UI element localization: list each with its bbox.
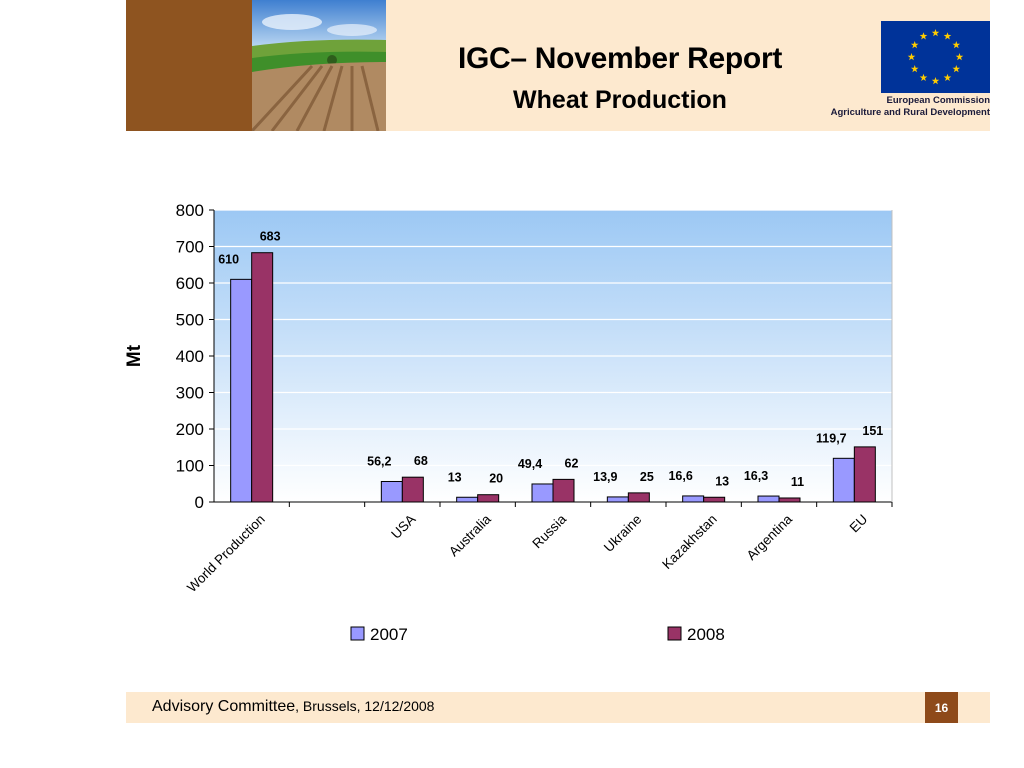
legend-label-2008: 2008 bbox=[687, 625, 725, 644]
data-label: 25 bbox=[640, 470, 654, 484]
eu-star bbox=[952, 41, 961, 49]
bar-2007-russia bbox=[531, 483, 554, 503]
footer-band bbox=[126, 692, 990, 723]
bar-2008-world-production bbox=[251, 252, 274, 503]
bar-2007-argentina bbox=[757, 495, 780, 503]
eu-star bbox=[943, 32, 952, 40]
eu-org-line1: European Commission bbox=[886, 95, 990, 106]
bar-2008-kazakhstan bbox=[703, 496, 726, 503]
data-label: 11 bbox=[791, 475, 804, 489]
y-tick-label: 100 bbox=[176, 457, 204, 476]
eu-star bbox=[919, 32, 928, 40]
bar-2008-ukraine bbox=[627, 492, 650, 503]
bar-2007-ukraine bbox=[606, 496, 629, 503]
bar-2008-eu bbox=[853, 446, 876, 503]
legend-label-2007: 2007 bbox=[370, 625, 408, 644]
y-tick-label: 300 bbox=[176, 384, 204, 403]
y-tick-label: 800 bbox=[176, 201, 204, 220]
y-tick-label: 400 bbox=[176, 347, 204, 366]
x-category-label: Russia bbox=[529, 511, 569, 551]
data-label: 151 bbox=[862, 424, 883, 438]
y-tick-label: 0 bbox=[195, 493, 204, 512]
footer-committee: Advisory Committee bbox=[152, 698, 296, 715]
eu-org-line2: Agriculture and Rural Development bbox=[830, 107, 990, 118]
x-category-label: Argentina bbox=[744, 511, 796, 563]
x-category-label: Ukraine bbox=[601, 512, 645, 556]
x-category-label: World Production bbox=[184, 512, 268, 596]
data-label: 610 bbox=[218, 252, 239, 266]
eu-star bbox=[931, 77, 940, 85]
data-label: 13 bbox=[715, 474, 729, 488]
data-label: 49,4 bbox=[518, 457, 542, 471]
y-tick-label: 700 bbox=[176, 238, 204, 257]
bar-2008-russia bbox=[552, 478, 575, 503]
data-label: 683 bbox=[260, 230, 281, 244]
page-number: 16 bbox=[925, 692, 958, 723]
header-photo-soil bbox=[126, 0, 252, 131]
legend-swatch-2007 bbox=[350, 626, 365, 641]
page-title: IGC– November Report bbox=[457, 42, 783, 75]
x-category-label: EU bbox=[847, 512, 871, 536]
x-category-label: Kazakhstan bbox=[659, 512, 719, 572]
data-label: 68 bbox=[414, 454, 428, 468]
data-label: 62 bbox=[565, 456, 579, 470]
y-axis-label: Mt bbox=[124, 344, 145, 367]
bar-2008-usa bbox=[401, 476, 424, 503]
eu-star bbox=[943, 73, 952, 82]
footer-caption: Advisory Committee, Brussels, 12/12/2008 bbox=[152, 698, 434, 716]
x-category-label: Australia bbox=[446, 511, 494, 559]
data-label: 119,7 bbox=[816, 431, 847, 445]
y-tick-label: 500 bbox=[176, 311, 204, 330]
data-label: 13,9 bbox=[593, 470, 617, 484]
data-label: 13 bbox=[448, 470, 462, 484]
eu-star bbox=[931, 29, 940, 37]
bar-2007-kazakhstan bbox=[682, 495, 705, 503]
data-label: 16,6 bbox=[668, 469, 692, 483]
bar-2007-australia bbox=[456, 496, 479, 503]
page-subtitle: Wheat Production bbox=[513, 86, 727, 114]
eu-star bbox=[919, 73, 928, 82]
eu-flag-logo bbox=[881, 21, 990, 93]
legend-swatch-2008 bbox=[667, 626, 682, 641]
data-label: 16,3 bbox=[744, 469, 768, 483]
eu-organization-label: European Commission Agriculture and Rura… bbox=[800, 95, 990, 119]
wheat-production-chart: 0 100 200 300 400 500 600 700 800 Mt 610 56,2 13 49,4… bbox=[124, 201, 893, 644]
bar-2007-usa bbox=[380, 480, 403, 503]
data-label: 56,2 bbox=[367, 454, 391, 468]
eu-star bbox=[952, 65, 961, 73]
eu-star bbox=[910, 65, 919, 73]
x-category-label: USA bbox=[388, 512, 418, 542]
eu-star bbox=[907, 53, 916, 61]
bar-2008-australia bbox=[477, 494, 500, 503]
eu-star bbox=[955, 53, 964, 61]
y-tick-label: 200 bbox=[176, 420, 204, 439]
bar-2007-eu bbox=[832, 457, 855, 503]
data-label: 20 bbox=[489, 472, 503, 486]
header-photo-field bbox=[252, 0, 386, 131]
bar-2007-world-production bbox=[230, 278, 253, 503]
footer-location-date: , Brussels, 12/12/2008 bbox=[295, 698, 435, 714]
eu-star bbox=[910, 41, 919, 49]
y-tick-label: 600 bbox=[176, 274, 204, 293]
bar-2008-argentina bbox=[778, 497, 801, 503]
